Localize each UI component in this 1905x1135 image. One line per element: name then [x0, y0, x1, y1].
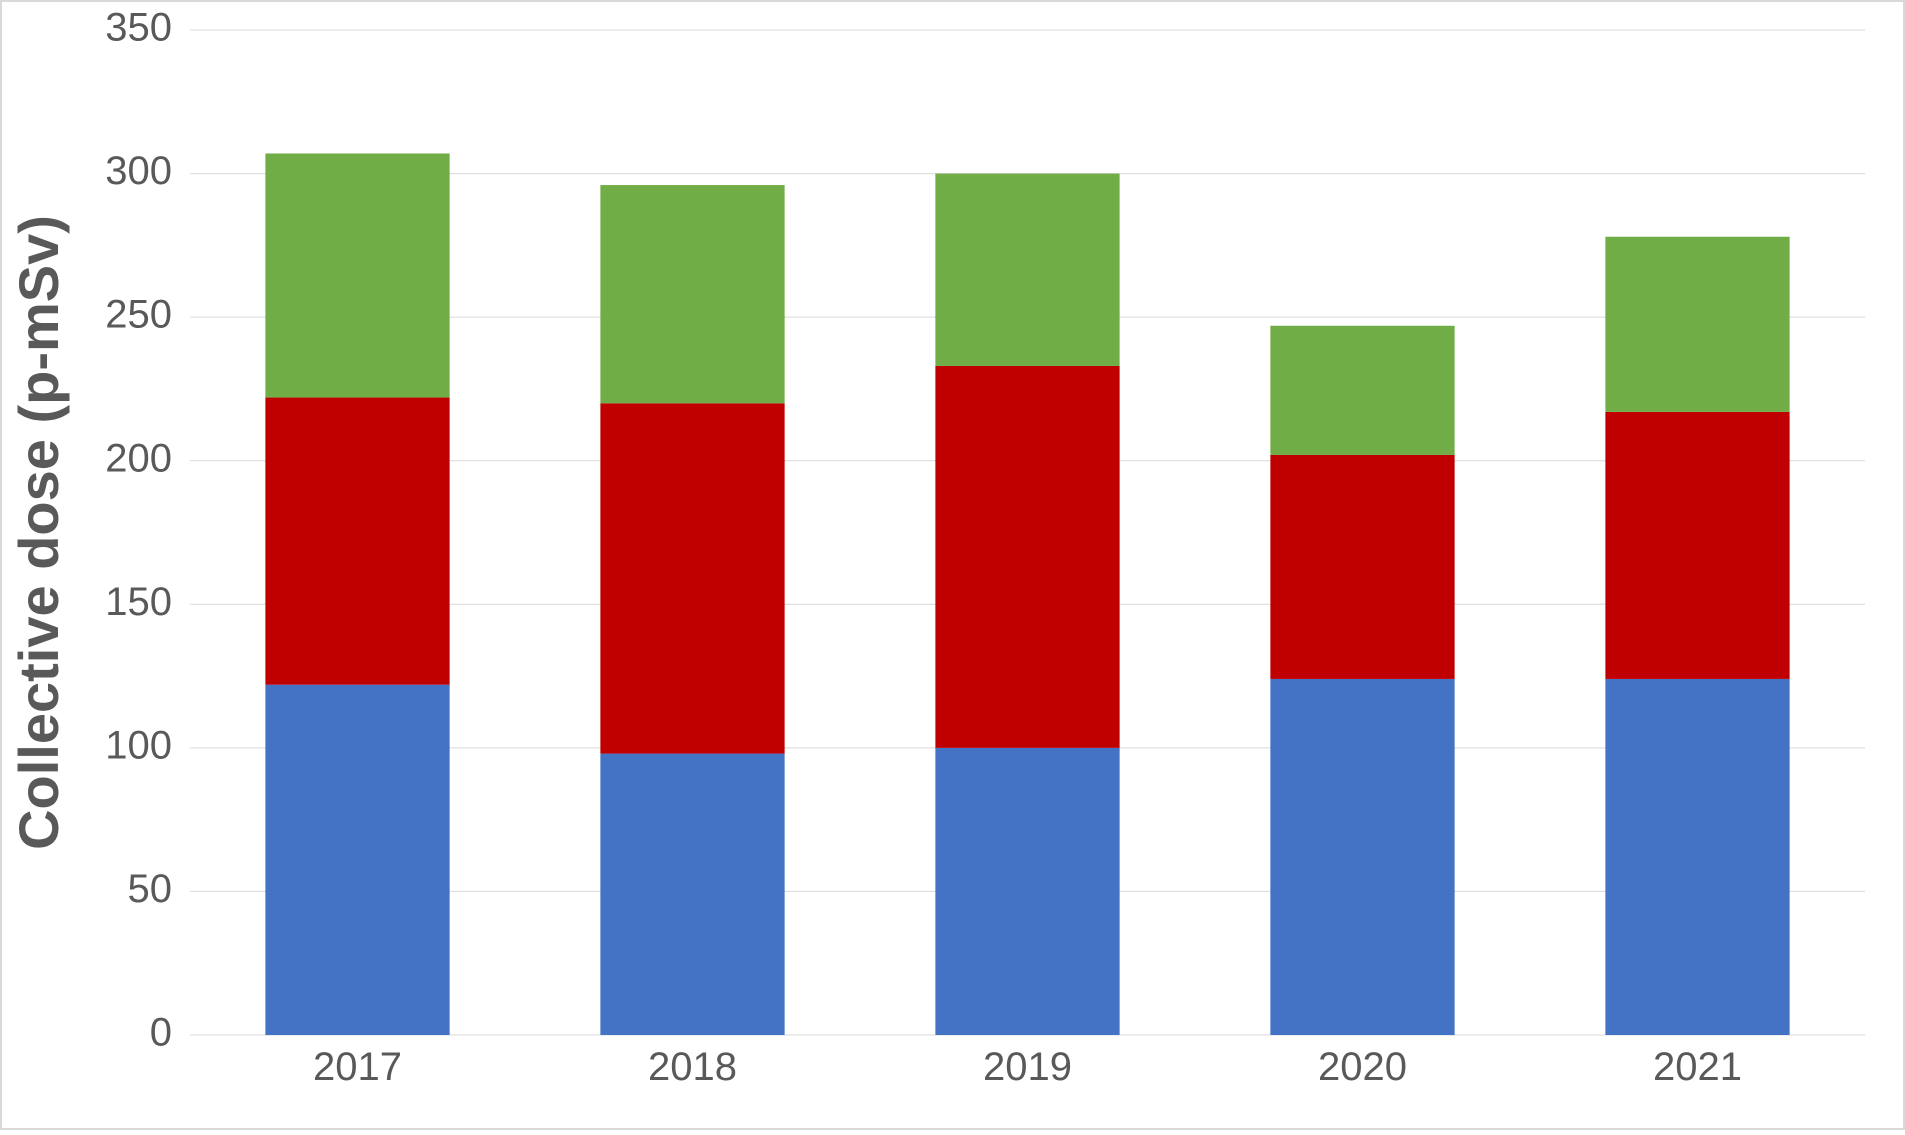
y-tick-label: 150: [105, 580, 172, 624]
y-tick-label: 50: [128, 867, 173, 911]
x-tick-label: 2019: [983, 1045, 1072, 1089]
bar-segment: [1270, 455, 1454, 679]
bar-segment: [1605, 237, 1789, 412]
chart-svg: 0 50 100 150 200 250 300 350 2017 2018 2019 2020 202…: [0, 0, 1905, 1130]
bar-segment: [265, 153, 449, 397]
y-axis-title: Collective dose (p-mSv): [7, 215, 70, 850]
y-tick-label: 250: [105, 293, 172, 337]
x-tick-labels: 2017 2018 2019 2020 2021: [313, 1045, 1742, 1089]
bar-segment: [600, 185, 784, 403]
y-tick-label: 200: [105, 436, 172, 480]
bars-group: [265, 153, 1789, 1035]
bar-segment: [600, 754, 784, 1035]
y-tick-label: 350: [105, 6, 172, 50]
x-tick-label: 2017: [313, 1045, 402, 1089]
y-tick-label: 100: [105, 723, 172, 767]
bar-segment: [1270, 326, 1454, 455]
bar-segment: [1270, 679, 1454, 1035]
y-tick-label: 0: [150, 1011, 172, 1055]
bar-segment: [935, 174, 1119, 366]
y-tick-label: 300: [105, 149, 172, 193]
bar-segment: [600, 403, 784, 753]
bar-segment: [1605, 412, 1789, 679]
y-tick-labels: 0 50 100 150 200 250 300 350: [105, 6, 172, 1055]
x-tick-label: 2021: [1653, 1045, 1742, 1089]
bar-segment: [1605, 679, 1789, 1035]
bar-segment: [935, 748, 1119, 1035]
x-tick-label: 2020: [1318, 1045, 1407, 1089]
chart-container: 0 50 100 150 200 250 300 350 2017 2018 2019 2020 202…: [0, 0, 1905, 1130]
bar-segment: [265, 398, 449, 685]
x-tick-label: 2018: [648, 1045, 737, 1089]
bar-segment: [935, 366, 1119, 748]
bar-segment: [265, 685, 449, 1035]
